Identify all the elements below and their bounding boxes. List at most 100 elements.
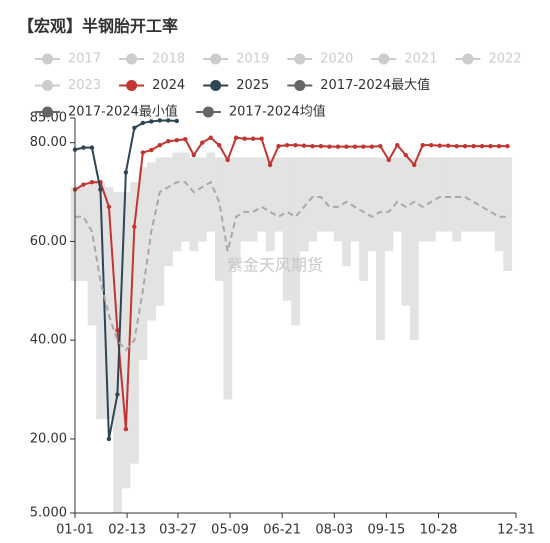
point bbox=[200, 140, 205, 145]
range-band bbox=[308, 157, 318, 242]
x-tick-label: 06-21 bbox=[263, 523, 301, 538]
range-band bbox=[367, 157, 377, 252]
range-band bbox=[155, 157, 165, 306]
point bbox=[369, 144, 375, 149]
point bbox=[386, 157, 391, 163]
legend-label: 2017-2024均值 bbox=[229, 104, 326, 120]
x-tick-label: 05-09 bbox=[211, 523, 249, 538]
range-band bbox=[494, 157, 504, 252]
point bbox=[89, 145, 95, 150]
point bbox=[89, 179, 95, 185]
point bbox=[318, 143, 324, 149]
legend-label: 2022 bbox=[488, 52, 521, 67]
legend-item[interactable]: 2023 bbox=[35, 78, 101, 93]
x-tick-label: 08-03 bbox=[315, 523, 353, 538]
point bbox=[437, 143, 442, 148]
range-band bbox=[130, 182, 139, 464]
point bbox=[259, 136, 264, 141]
range-band bbox=[333, 157, 343, 242]
legend-label: 2023 bbox=[68, 78, 101, 93]
point bbox=[123, 426, 129, 432]
range-band bbox=[384, 157, 394, 252]
legend-label: 2019 bbox=[236, 52, 269, 67]
point bbox=[310, 143, 315, 149]
x-tick-label: 09-15 bbox=[367, 523, 405, 538]
point bbox=[233, 135, 239, 140]
range-band bbox=[240, 157, 250, 242]
point bbox=[403, 152, 408, 158]
legend-label: 2025 bbox=[236, 78, 269, 93]
point bbox=[81, 182, 86, 187]
legend-item[interactable]: 2017-2024均值 bbox=[195, 104, 326, 120]
x-tick-label: 03-27 bbox=[159, 523, 197, 538]
point bbox=[327, 144, 332, 149]
legend-item[interactable]: 2017-2024最大值 bbox=[287, 77, 430, 93]
y-tick-label: 80.00 bbox=[30, 135, 67, 150]
point bbox=[166, 139, 171, 144]
legend-icon bbox=[126, 53, 138, 65]
legend-label: 2017 bbox=[68, 52, 101, 67]
point bbox=[242, 136, 247, 141]
range-band bbox=[147, 162, 156, 321]
range-band bbox=[96, 182, 105, 420]
range-band bbox=[79, 187, 89, 281]
range-band bbox=[181, 152, 190, 242]
legend-icon bbox=[462, 53, 474, 65]
point bbox=[115, 392, 120, 397]
point bbox=[301, 143, 307, 148]
range-band bbox=[443, 157, 453, 232]
point bbox=[208, 135, 213, 140]
range-band bbox=[409, 157, 419, 341]
legend-label: 2021 bbox=[404, 52, 437, 67]
point bbox=[361, 144, 366, 149]
range-band bbox=[164, 157, 173, 267]
range-band bbox=[460, 157, 470, 232]
legend-label: 2024 bbox=[152, 78, 185, 93]
legend-label: 2017-2024最大值 bbox=[320, 77, 430, 93]
point bbox=[462, 143, 468, 149]
legend-item[interactable]: 2022 bbox=[455, 52, 522, 67]
point bbox=[479, 143, 485, 149]
point bbox=[140, 150, 146, 155]
point bbox=[496, 143, 502, 149]
point bbox=[149, 147, 154, 153]
legend-label: 2017-2024最小值 bbox=[68, 104, 178, 120]
range-band bbox=[469, 157, 479, 232]
point bbox=[174, 138, 179, 143]
legend-item[interactable]: 2017-2024最小值 bbox=[35, 104, 178, 120]
legend-item[interactable]: 2018 bbox=[119, 52, 185, 67]
range-band bbox=[418, 157, 428, 242]
point bbox=[378, 143, 383, 149]
legend-item[interactable]: 2020 bbox=[287, 52, 353, 67]
y-tick-label: 60.00 bbox=[30, 234, 67, 249]
point bbox=[395, 142, 400, 148]
legend-icon bbox=[126, 80, 138, 91]
legend-item[interactable]: 2024 bbox=[119, 78, 185, 93]
legend-icon bbox=[294, 53, 306, 65]
chart-title: 【宏观】半钢胎开工率 bbox=[18, 17, 178, 36]
range-band bbox=[477, 157, 487, 232]
point bbox=[191, 152, 196, 158]
legend-item[interactable]: 2021 bbox=[371, 52, 437, 67]
x-tick-label: 02-13 bbox=[108, 523, 146, 538]
legend-item[interactable]: 2017 bbox=[35, 52, 101, 67]
legend-label: 2020 bbox=[320, 52, 353, 67]
legend-icon bbox=[42, 53, 53, 65]
point bbox=[454, 143, 459, 149]
legend-item[interactable]: 2025 bbox=[203, 78, 269, 93]
range-band bbox=[316, 157, 326, 232]
range-band bbox=[350, 157, 360, 242]
y-tick-label: 40.00 bbox=[30, 333, 67, 348]
legend-item[interactable]: 2019 bbox=[203, 52, 269, 67]
point bbox=[149, 119, 154, 124]
watermark: 紫金天风期货 bbox=[227, 256, 323, 275]
legend-icon bbox=[210, 53, 222, 65]
legend-icon bbox=[42, 80, 53, 91]
range-band bbox=[214, 157, 224, 281]
range-band bbox=[248, 157, 258, 242]
range-band bbox=[401, 157, 411, 306]
point bbox=[115, 328, 120, 333]
range-band bbox=[274, 157, 284, 232]
point bbox=[505, 143, 510, 149]
